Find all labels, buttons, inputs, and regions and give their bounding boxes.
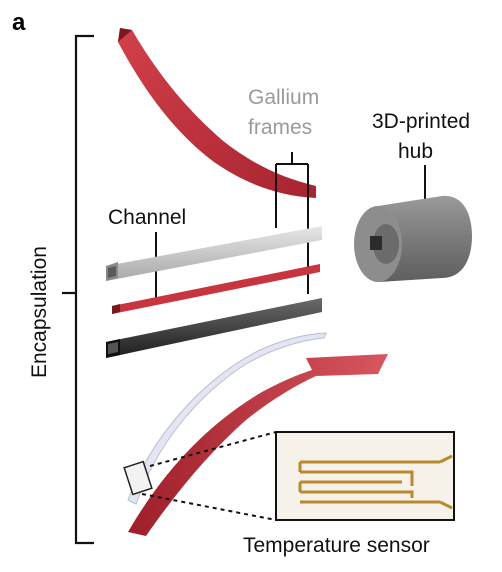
red-channel xyxy=(112,264,320,314)
gallium-frame-top xyxy=(106,226,322,281)
hub-label-line1: 3D-printed xyxy=(372,110,470,133)
bottom-encapsulation-strip xyxy=(123,354,388,536)
gallium-frame-bottom xyxy=(106,298,322,358)
hub-label-line2: hub xyxy=(398,140,433,163)
channel-label: Channel xyxy=(108,206,186,229)
printed-hub xyxy=(354,195,472,282)
sensor-zoom-inset xyxy=(275,431,455,521)
translucent-strip xyxy=(127,332,327,505)
panel-letter: a xyxy=(12,9,26,36)
gallium-frames-label-line2: frames xyxy=(248,116,312,139)
encapsulation-bracket xyxy=(62,34,94,545)
top-encapsulation-strip xyxy=(118,28,316,198)
gallium-frames-label-line1: Gallium xyxy=(248,86,319,109)
temperature-sensor-label: Temperature sensor xyxy=(243,534,430,557)
encapsulation-label: Encapsulation xyxy=(28,246,51,378)
zoom-callout-lines xyxy=(141,431,277,521)
